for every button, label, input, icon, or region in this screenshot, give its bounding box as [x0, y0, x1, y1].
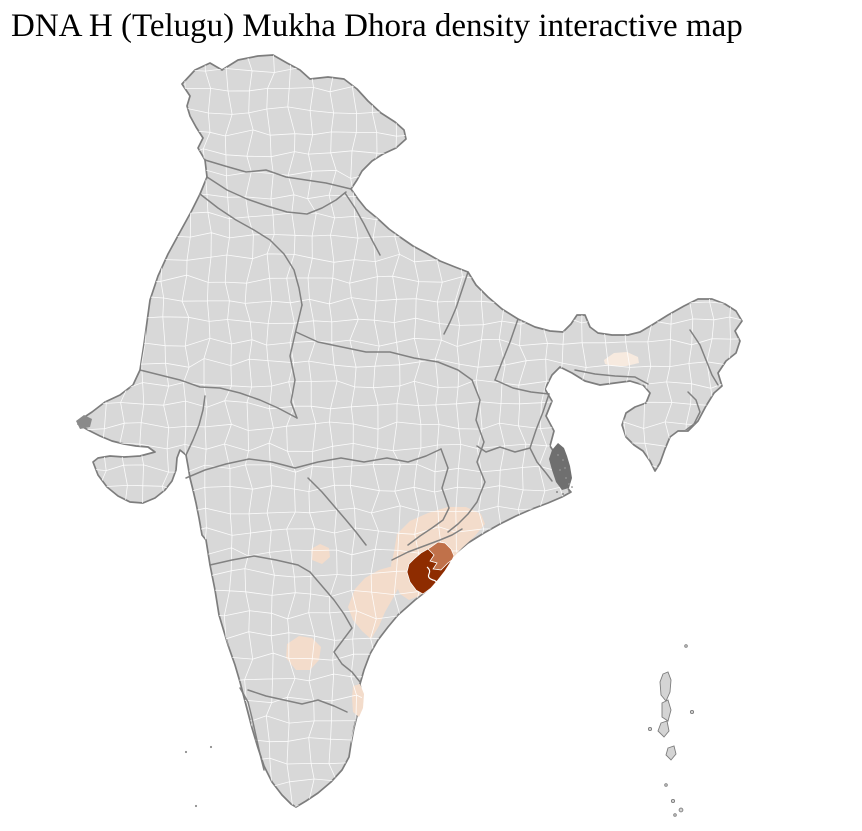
india-landmass[interactable]: [77, 54, 743, 808]
sundarbans-speckle: [557, 454, 570, 485]
state-boundaries: [139, 159, 719, 771]
district-low-density-inland-small[interactable]: [311, 544, 330, 564]
andaman-nicobar-islands[interactable]: [647, 644, 695, 817]
district-trace-density-northeast[interactable]: [604, 352, 639, 366]
district-low-density-godavari-belt[interactable]: [348, 566, 403, 639]
district-low-density-coastal-strip[interactable]: [352, 684, 364, 717]
kutch-marsh-islet[interactable]: [76, 415, 92, 429]
district-highest-inner-boundary: [426, 566, 438, 587]
lakshadweep-islets[interactable]: [184, 745, 213, 808]
page-title: DNA H (Telugu) Mukha Dhora density inter…: [11, 8, 743, 44]
